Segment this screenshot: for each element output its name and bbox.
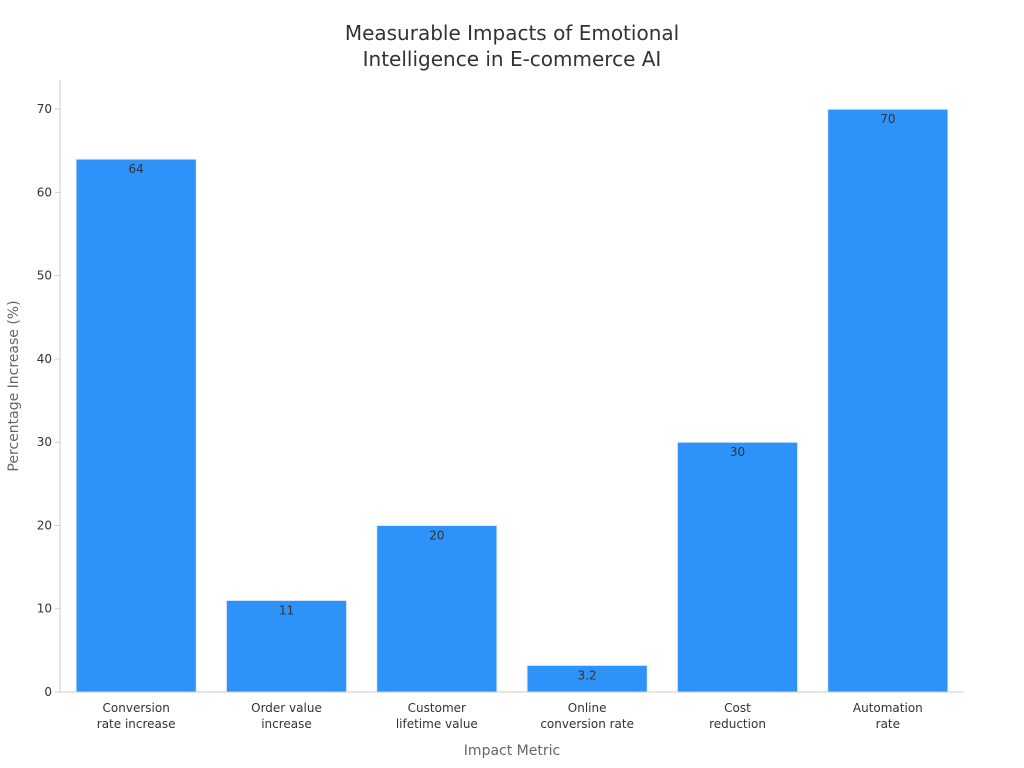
x-tick-label-2: Customer lifetime value xyxy=(396,701,478,731)
data-label-5: 70 xyxy=(880,112,895,126)
y-tick-label-3: 30 xyxy=(37,435,52,449)
bar-5 xyxy=(827,108,949,693)
chart-title: Measurable Impacts of Emotional Intellig… xyxy=(345,21,679,71)
bar-3 xyxy=(526,664,648,693)
bar-0 xyxy=(75,158,197,693)
y-axis-label: Percentage Increase (%) xyxy=(6,300,22,471)
x-tick-label-0: Conversion rate increase xyxy=(97,701,176,731)
y-tick-label-7: 70 xyxy=(37,102,52,116)
bars-group: 64 11 20 3.2 30 70 xyxy=(75,108,949,693)
y-tick-label-5: 50 xyxy=(37,269,52,283)
y-tick-label-0: 0 xyxy=(44,685,52,699)
data-label-1: 11 xyxy=(279,603,294,617)
x-tick-label-3: Online conversion rate xyxy=(540,701,634,731)
data-label-4: 30 xyxy=(730,445,745,459)
data-label-2: 20 xyxy=(429,528,444,542)
x-tick-label-1: Order value increase xyxy=(251,701,322,731)
y-tick-label-6: 60 xyxy=(37,185,52,199)
y-tick-label-1: 10 xyxy=(37,602,52,616)
chart-title-line-1: Measurable Impacts of Emotional xyxy=(345,21,679,45)
bar-2 xyxy=(376,524,498,693)
bar-4 xyxy=(676,441,799,693)
x-tick-label-5: Automation rate xyxy=(853,701,923,731)
x-axis-label: Impact Metric xyxy=(464,743,560,759)
chart-title-line-2: Intelligence in E-commerce AI xyxy=(363,47,662,71)
bar-1 xyxy=(225,599,348,693)
y-tick-label-4: 40 xyxy=(37,352,52,366)
data-label-3: 3.2 xyxy=(578,668,597,682)
y-tick-label-2: 20 xyxy=(37,518,52,532)
x-axis-ticks: Conversion rate increase Order value increa… xyxy=(97,701,923,731)
x-tick-label-4: Cost reduction xyxy=(709,701,766,731)
y-axis-ticks: 0 10 20 30 40 50 60 70 xyxy=(37,102,60,699)
data-label-0: 64 xyxy=(129,162,144,176)
